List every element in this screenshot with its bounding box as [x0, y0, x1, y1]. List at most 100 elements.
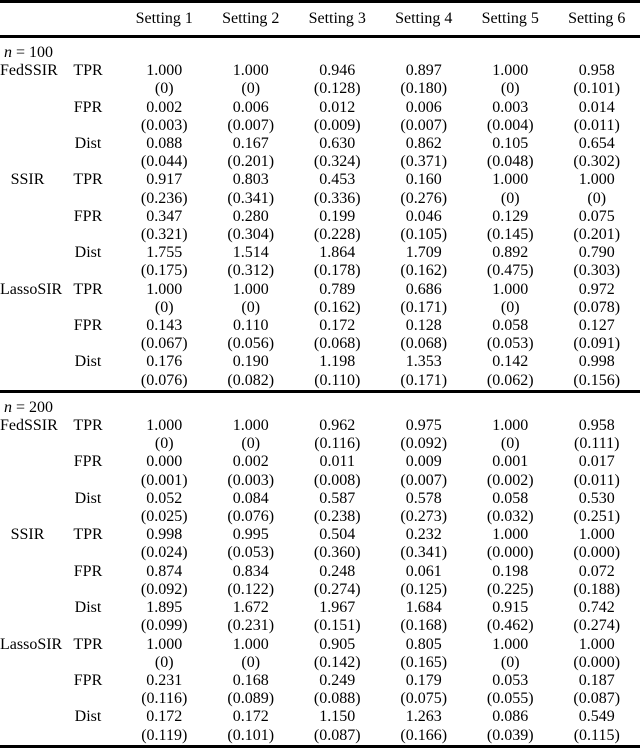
sd-cell: (0.092) — [400, 435, 448, 453]
value-cell: 0.347 — [146, 207, 183, 225]
metric-cell — [55, 435, 121, 453]
method-cell — [0, 654, 55, 672]
value-cell: 0.105 — [492, 135, 529, 153]
method-cell — [0, 453, 55, 471]
sd-cell: (0.007) — [400, 116, 448, 134]
value-cell: 0.198 — [492, 562, 529, 580]
value-cell: 1.000 — [232, 417, 269, 435]
sd-cell: (0.128) — [313, 80, 361, 98]
value-cell: 0.587 — [319, 489, 356, 507]
value-cell: 0.002 — [146, 98, 183, 116]
metric-cell — [55, 335, 121, 353]
metric-cell: FPR — [73, 671, 103, 689]
sd-cell: (0.025) — [140, 508, 188, 526]
value-cell: 0.231 — [146, 671, 183, 689]
value-cell: 0.058 — [492, 489, 529, 507]
sd-cell: (0.000) — [573, 544, 621, 562]
value-cell: 0.006 — [405, 98, 442, 116]
sd-cell: (0.119) — [141, 726, 188, 744]
value-cell: 0.000 — [146, 453, 183, 471]
sd-cell: (0) — [500, 298, 520, 316]
method-cell — [0, 690, 55, 708]
sd-cell: (0.068) — [400, 335, 448, 353]
metric-cell — [55, 117, 121, 135]
sd-cell: (0.075) — [400, 690, 448, 708]
sd-row: (0) (0) (0.162) (0.171) (0) (0.078) — [0, 299, 640, 317]
sd-cell: (0.168) — [400, 617, 448, 635]
sd-cell: (0.475) — [486, 262, 534, 280]
method-cell — [0, 99, 55, 117]
value-cell: 0.742 — [578, 599, 615, 617]
method-cell — [0, 727, 55, 747]
method-cell — [0, 708, 55, 726]
sd-cell: (0.171) — [400, 371, 448, 389]
sd-cell: (0.055) — [486, 690, 534, 708]
method-cell — [0, 153, 55, 171]
sd-row: (0.025) (0.076) (0.238) (0.273) (0.032) (0.25… — [0, 508, 640, 526]
value-cell: 0.167 — [232, 135, 269, 153]
sd-row: (0.044) (0.201) (0.324) (0.371) (0.048) (0.30… — [0, 153, 640, 171]
sd-cell: (0.251) — [573, 508, 621, 526]
method-cell: FedSSIR — [0, 62, 58, 80]
sd-cell: (0.462) — [486, 617, 534, 635]
value-cell: 1.895 — [146, 599, 183, 617]
sd-cell: (0.178) — [313, 262, 361, 280]
sd-cell: (0.236) — [140, 189, 188, 207]
sd-cell: (0.175) — [140, 262, 188, 280]
value-cell: 0.249 — [319, 671, 356, 689]
value-cell: 1.000 — [492, 635, 529, 653]
sd-cell: (0.274) — [573, 617, 621, 635]
sd-row: (0.024) (0.053) (0.360) (0.341) (0.000) (0.00… — [0, 544, 640, 562]
sd-cell: (0.089) — [227, 690, 275, 708]
sd-cell: (0.122) — [227, 580, 275, 598]
value-cell: 0.142 — [492, 353, 529, 371]
method-cell — [0, 335, 55, 353]
sd-row: (0.001) (0.003) (0.008) (0.007) (0.002) (0.01… — [0, 472, 640, 490]
sd-cell: (0.007) — [400, 471, 448, 489]
sd-cell: (0.044) — [140, 153, 188, 171]
value-cell: 0.075 — [578, 207, 615, 225]
sd-cell: (0.312) — [227, 262, 275, 280]
value-row: FPR 0.347 0.280 0.199 0.046 0.129 0.075 — [0, 208, 640, 226]
sd-cell: (0.053) — [486, 335, 534, 353]
metric-cell — [55, 190, 121, 208]
method-cell — [0, 672, 55, 690]
sd-cell: (0.053) — [227, 544, 275, 562]
sd-cell: (0.076) — [227, 508, 275, 526]
value-cell: 0.915 — [492, 599, 529, 617]
method-cell — [0, 599, 55, 617]
sd-cell: (0.082) — [227, 371, 275, 389]
metric-cell — [55, 472, 121, 490]
sd-cell: (0.110) — [314, 371, 361, 389]
sd-cell: (0.116) — [141, 690, 188, 708]
value-cell: 0.058 — [492, 317, 529, 335]
sd-cell: (0.091) — [573, 335, 621, 353]
sd-cell: (0.011) — [573, 471, 620, 489]
sd-cell: (0.303) — [573, 262, 621, 280]
method-cell: SSIR — [10, 171, 45, 189]
value-cell: 1.198 — [319, 353, 356, 371]
sd-cell: (0.032) — [486, 508, 534, 526]
value-cell: 0.905 — [319, 635, 356, 653]
sd-cell: (0.341) — [400, 544, 448, 562]
sd-cell: (0.336) — [313, 189, 361, 207]
sd-cell: (0.101) — [573, 80, 621, 98]
value-row: LassoSIR TPR 1.000 1.000 0.789 0.686 1.000 0.97… — [0, 281, 640, 299]
value-cell: 0.630 — [319, 135, 356, 153]
value-cell: 1.000 — [232, 280, 269, 298]
sd-cell: (0) — [587, 189, 607, 207]
sd-cell: (0.371) — [400, 153, 448, 171]
value-cell: 0.790 — [578, 244, 615, 262]
value-cell: 0.168 — [232, 671, 269, 689]
metric-cell: TPR — [73, 62, 103, 80]
sd-cell: (0.228) — [313, 226, 361, 244]
value-row: Dist 0.088 0.167 0.630 0.862 0.105 0.654 — [0, 135, 640, 153]
sd-cell: (0.341) — [227, 189, 275, 207]
method-cell — [0, 617, 55, 635]
value-cell: 0.995 — [232, 526, 269, 544]
metric-cell: FPR — [73, 453, 103, 471]
value-cell: 0.009 — [405, 453, 442, 471]
value-cell: 0.017 — [578, 453, 615, 471]
setting-header: Setting 1 — [121, 1, 208, 38]
value-cell: 0.001 — [492, 453, 529, 471]
